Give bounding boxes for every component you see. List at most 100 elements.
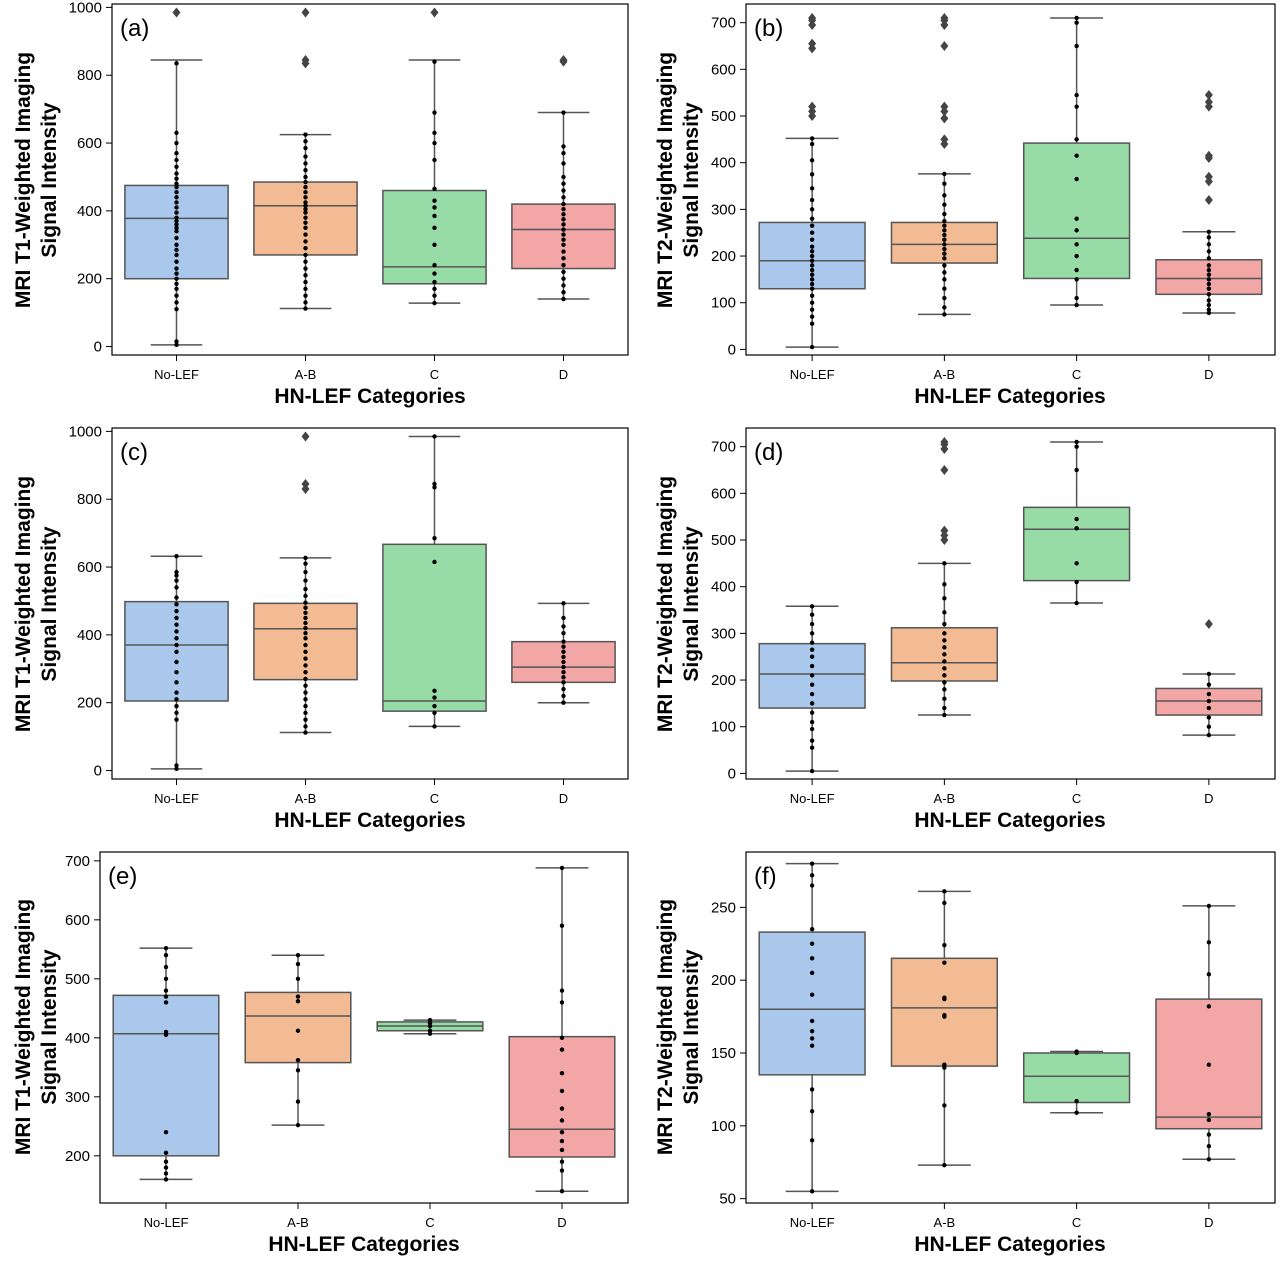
chart-4-point-1-5 (295, 999, 301, 1004)
chart-5-point-3-0 (1206, 1157, 1212, 1162)
chart-3-point-1-4 (942, 680, 947, 685)
chart-0-point-3-3 (561, 276, 566, 281)
chart-2-panel-label: (c) (120, 439, 148, 466)
chart-1-point-2-14 (1074, 20, 1079, 25)
chart-5-point-0-2 (809, 1109, 815, 1114)
chart-5-point-0-6 (809, 1028, 815, 1034)
chart-5-point-1-1 (942, 1103, 947, 1108)
chart-5-point-0-5 (809, 1036, 815, 1041)
chart-0-point-3-11 (561, 227, 566, 232)
chart-2-point-0-16 (174, 608, 179, 614)
chart-4-point-0-3 (163, 1159, 169, 1164)
chart-0-point-0-1 (174, 339, 179, 344)
chart-0-point-3-0 (561, 296, 566, 302)
chart-2-point-1-7 (303, 683, 308, 688)
chart-4-point-1-4 (295, 1028, 301, 1033)
chart-3-point-0-0 (809, 768, 815, 774)
chart-2-point-3-9 (561, 649, 566, 655)
chart-4-point-3-6 (559, 1118, 565, 1123)
chart-1-point-0-8 (809, 277, 815, 282)
chart-3-point-1-10 (942, 638, 947, 643)
chart-5-point-1-5 (942, 1012, 947, 1018)
chart-0-point-3-1 (561, 290, 566, 295)
chart-4-point-0-13 (163, 953, 169, 958)
chart-0-ytick-label-1: 200 (77, 271, 102, 288)
chart-4-point-1-9 (295, 953, 301, 958)
chart-4-point-0-11 (163, 976, 169, 982)
chart-1-outlier-1-4 (940, 101, 949, 112)
chart-2-box-2 (382, 543, 487, 712)
chart-2-point-1-22 (303, 593, 308, 599)
chart-4-ytick-label-0: 200 (65, 1148, 90, 1165)
chart-5-point-0-13 (809, 883, 815, 888)
chart-1-point-0-24 (809, 158, 815, 163)
chart-5-point-3-8 (1206, 940, 1212, 945)
chart-3-point-1-14 (942, 596, 947, 601)
chart-0-yaxis-title: MRI T1-Weighted Imaging Signal Intensity (12, 52, 61, 308)
chart-0-point-2-16 (432, 59, 437, 64)
chart-5-xaxis-title: HN-LEF Categories (914, 1233, 1105, 1256)
chart-1-point-0-7 (809, 281, 815, 287)
panel-c: 0 200 400 600 800 1000 No-LEF A-B C D (c) HN-LEF Ca… (12, 423, 629, 832)
chart-5-point-0-7 (809, 1018, 815, 1024)
chart-2-yaxis-title: MRI T1-Weighted Imaging Signal Intensity (12, 476, 61, 732)
chart-1-point-1-10 (942, 242, 947, 247)
chart-0-point-1-22 (303, 179, 308, 185)
chart-5-yaxis-title: MRI T2-Weighted Imaging Signal Intensity (654, 899, 703, 1155)
chart-3-point-0-11 (809, 654, 815, 659)
chart-5-point-2-1 (1074, 1098, 1079, 1104)
chart-0-point-1-9 (303, 245, 308, 251)
chart-1-point-0-12 (809, 258, 815, 263)
chart-2-point-1-10 (303, 663, 308, 668)
chart-0-xtick-label-2: C (430, 367, 439, 382)
chart-0-point-1-15 (303, 210, 308, 215)
chart-3-point-1-16 (942, 561, 947, 566)
chart-2-point-1-26 (303, 561, 308, 566)
chart-4-yaxis-title-line-1: Signal Intensity (38, 949, 61, 1105)
chart-0-point-0-17 (174, 222, 179, 227)
chart-2-point-1-8 (303, 676, 308, 682)
chart-0-point-3-7 (561, 249, 566, 254)
chart-3-point-0-2 (809, 738, 815, 743)
chart-3-ytick-label-4: 400 (711, 579, 736, 596)
chart-1-xtick-label-2: C (1072, 367, 1081, 382)
chart-0-point-1-5 (303, 273, 308, 278)
chart-2-point-3-3 (561, 680, 566, 685)
chart-4-ytick-label-2: 400 (65, 1030, 90, 1047)
chart-1-point-3-8 (1206, 272, 1212, 277)
chart-2-point-1-11 (303, 656, 308, 661)
chart-0-point-3-6 (561, 256, 566, 261)
chart-2-point-1-12 (303, 649, 308, 655)
chart-1-xtick-label-3: D (1204, 367, 1213, 382)
chart-2-point-1-19 (303, 610, 308, 616)
chart-2-point-1-0 (303, 730, 308, 735)
chart-2-point-3-4 (561, 675, 566, 680)
chart-1-xtick-label-1: A-B (934, 367, 956, 382)
chart-4-point-3-7 (559, 1106, 565, 1111)
chart-0-point-0-3 (174, 300, 179, 305)
chart-3-point-0-10 (809, 663, 815, 669)
chart-0-point-0-0 (174, 342, 179, 348)
chart-0-point-3-10 (561, 232, 566, 237)
chart-1-point-2-13 (1074, 43, 1079, 49)
chart-3-point-0-14 (809, 631, 815, 636)
chart-1-outlier-3-4 (1204, 150, 1213, 161)
chart-3-ytick-label-0: 0 (728, 765, 736, 782)
chart-1-point-2-12 (1074, 92, 1079, 98)
chart-4-point-1-1 (295, 1099, 301, 1104)
chart-1-point-0-2 (809, 314, 815, 319)
chart-0-point-3-21 (561, 161, 566, 166)
chart-0-panel-label: (a) (120, 15, 149, 42)
chart-0-point-0-23 (174, 195, 179, 200)
chart-0-point-2-4 (432, 271, 437, 276)
chart-0-point-0-15 (174, 229, 179, 234)
chart-2-point-3-2 (561, 686, 566, 692)
chart-4-point-3-1 (559, 1168, 565, 1173)
chart-5-ytick-label-0: 50 (719, 1191, 736, 1208)
chart-4-point-0-12 (163, 964, 169, 970)
chart-0-point-0-33 (174, 130, 179, 136)
chart-1-point-0-23 (809, 172, 815, 177)
chart-5-ytick-label-1: 100 (711, 1118, 736, 1135)
chart-3-point-1-5 (942, 673, 947, 678)
chart-1-ytick-label-6: 600 (711, 61, 736, 78)
